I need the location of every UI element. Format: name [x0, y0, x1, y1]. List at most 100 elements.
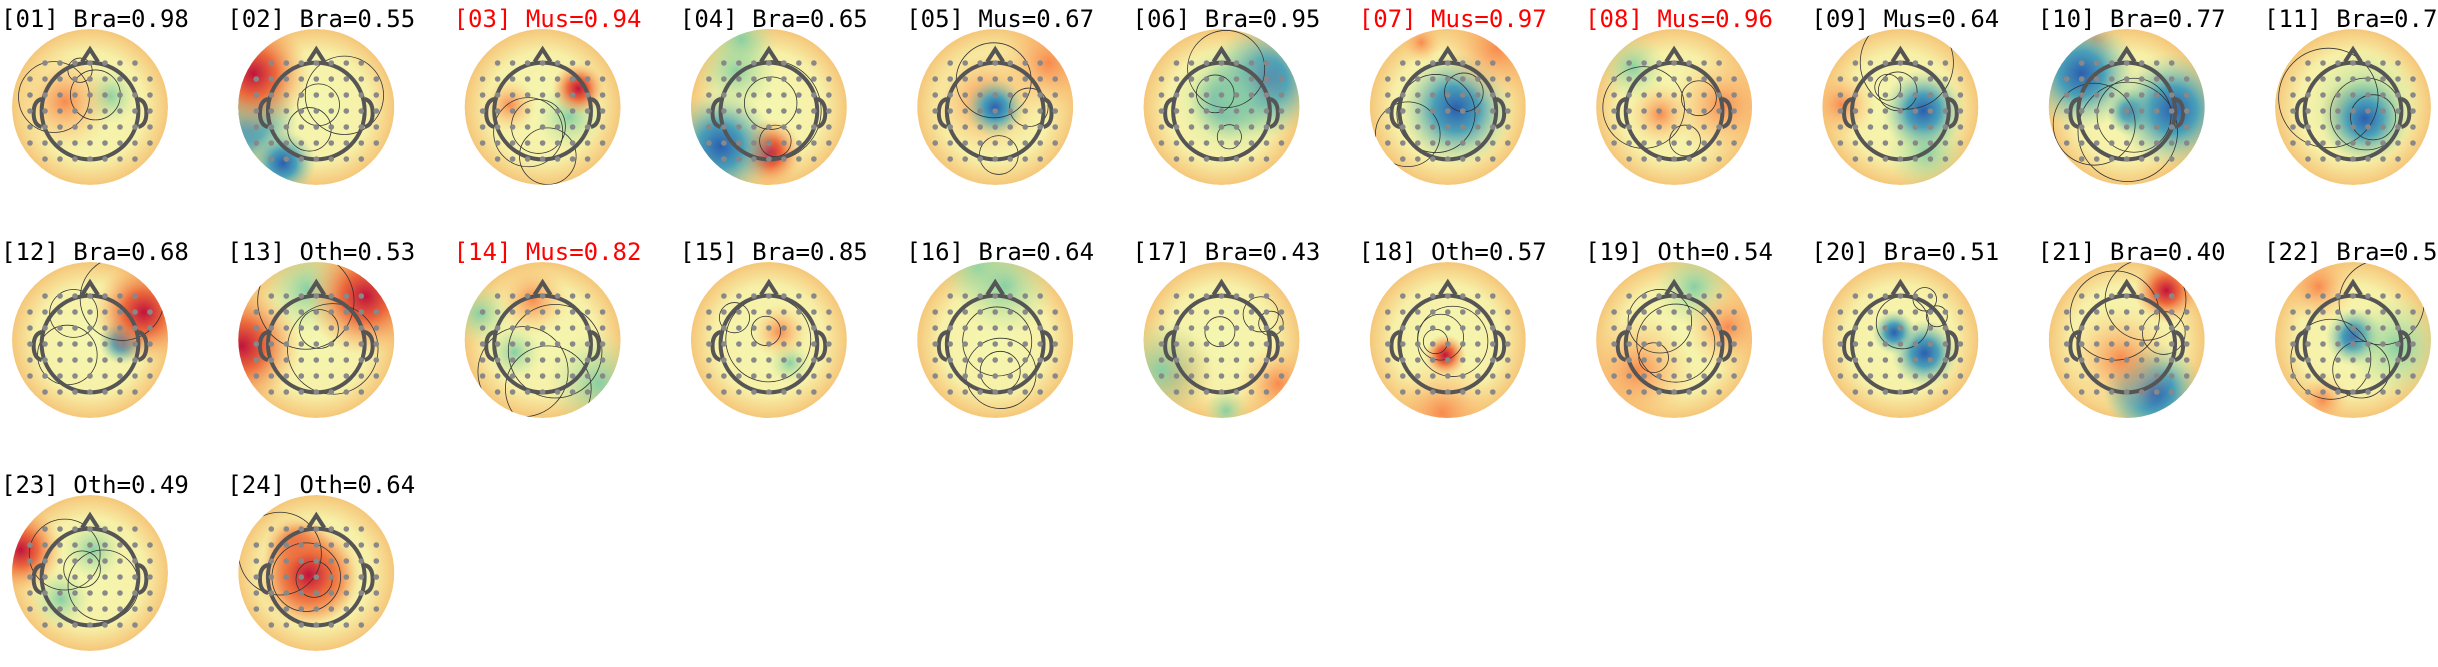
electrode	[328, 124, 335, 130]
electrode	[977, 293, 983, 299]
electrode	[2350, 92, 2356, 98]
electrode	[796, 92, 802, 98]
electrode	[2108, 156, 2115, 162]
electrode	[1475, 140, 1481, 146]
electrode	[1641, 293, 1647, 299]
electrode	[72, 60, 78, 66]
electrode	[57, 309, 63, 315]
electrode	[479, 76, 486, 82]
electrode	[1626, 60, 1632, 66]
electrode	[554, 140, 561, 146]
electrode	[2138, 389, 2145, 395]
electrode	[1475, 325, 1481, 331]
electrode	[1641, 389, 1647, 395]
electrode	[2410, 92, 2416, 98]
electrode	[358, 341, 365, 347]
electrode	[328, 293, 335, 299]
electrode	[1912, 108, 1919, 114]
electrode	[2350, 389, 2356, 395]
electrode	[1927, 92, 1934, 98]
electrode	[1415, 293, 1421, 299]
electrode	[313, 590, 320, 596]
electrode	[1656, 389, 1662, 395]
electrode	[2108, 108, 2115, 114]
electrode	[826, 341, 832, 347]
electrode	[147, 357, 153, 363]
electrode	[42, 622, 48, 628]
electrode	[751, 156, 757, 162]
contour-line	[1216, 124, 1242, 150]
electrode	[1927, 76, 1934, 82]
electrode	[1248, 108, 1255, 114]
electrode	[132, 574, 138, 580]
electrode	[57, 325, 63, 331]
electrode	[554, 60, 561, 66]
electrode	[1173, 60, 1180, 66]
left-ear	[2294, 330, 2306, 362]
topomap-blob	[14, 51, 115, 152]
electrode	[599, 92, 606, 98]
electrode	[524, 357, 531, 363]
electrode	[132, 325, 138, 331]
electrode	[569, 60, 576, 66]
panel-title: [15] Bra=0.85	[680, 238, 868, 266]
electrode	[1052, 309, 1058, 315]
electrode	[1385, 341, 1391, 347]
electrode	[298, 389, 305, 395]
electrode	[1957, 124, 1964, 130]
topomap-panel: [02] Bra=0.55	[227, 5, 415, 185]
electrode	[253, 373, 260, 379]
electrode	[1248, 341, 1255, 347]
topomap-panel: [10] Bra=0.77	[2038, 5, 2226, 185]
electrode	[1942, 373, 1949, 379]
left-ear	[484, 330, 495, 362]
electrode	[147, 325, 153, 331]
electrode	[1927, 341, 1934, 347]
electrode	[2395, 325, 2401, 331]
electrode	[2093, 92, 2100, 98]
electrode	[1022, 309, 1028, 315]
electrode	[1686, 108, 1692, 114]
electrode	[1505, 124, 1511, 130]
electrode	[1927, 389, 1934, 395]
electrode	[1445, 92, 1451, 98]
electrode	[1641, 124, 1647, 130]
electrode	[2335, 309, 2341, 315]
electrode	[811, 124, 817, 130]
electrode	[42, 108, 48, 114]
electrode	[1007, 124, 1013, 130]
electrode	[2290, 140, 2296, 146]
topomap-panel: [13] Oth=0.53	[227, 238, 415, 418]
electrode	[736, 156, 742, 162]
right-ear	[2400, 330, 2412, 362]
electrode	[932, 309, 938, 315]
electrode	[1490, 76, 1496, 82]
electrode	[1716, 60, 1722, 66]
electrode	[1475, 309, 1481, 315]
electrode	[87, 124, 93, 130]
electrode	[706, 325, 712, 331]
electrode	[2410, 373, 2416, 379]
electrode	[328, 590, 335, 596]
electrode	[268, 325, 275, 331]
electrode	[132, 606, 138, 612]
left-ear	[2294, 97, 2306, 129]
electrode	[1007, 389, 1013, 395]
electrode	[1263, 357, 1270, 363]
electrode	[1278, 309, 1285, 315]
electrode	[2380, 325, 2386, 331]
electrode	[1490, 156, 1496, 162]
electrode	[1852, 60, 1859, 66]
electrode	[358, 309, 365, 315]
electrode	[1490, 389, 1496, 395]
electrode	[1263, 156, 1270, 162]
electrode	[1445, 108, 1451, 114]
electrode	[268, 76, 275, 82]
electrode	[2365, 373, 2371, 379]
electrode	[2138, 156, 2145, 162]
electrode	[1626, 373, 1632, 379]
electrode	[1611, 76, 1617, 82]
electrode	[87, 309, 93, 315]
electrode	[811, 357, 817, 363]
electrode	[1912, 309, 1919, 315]
